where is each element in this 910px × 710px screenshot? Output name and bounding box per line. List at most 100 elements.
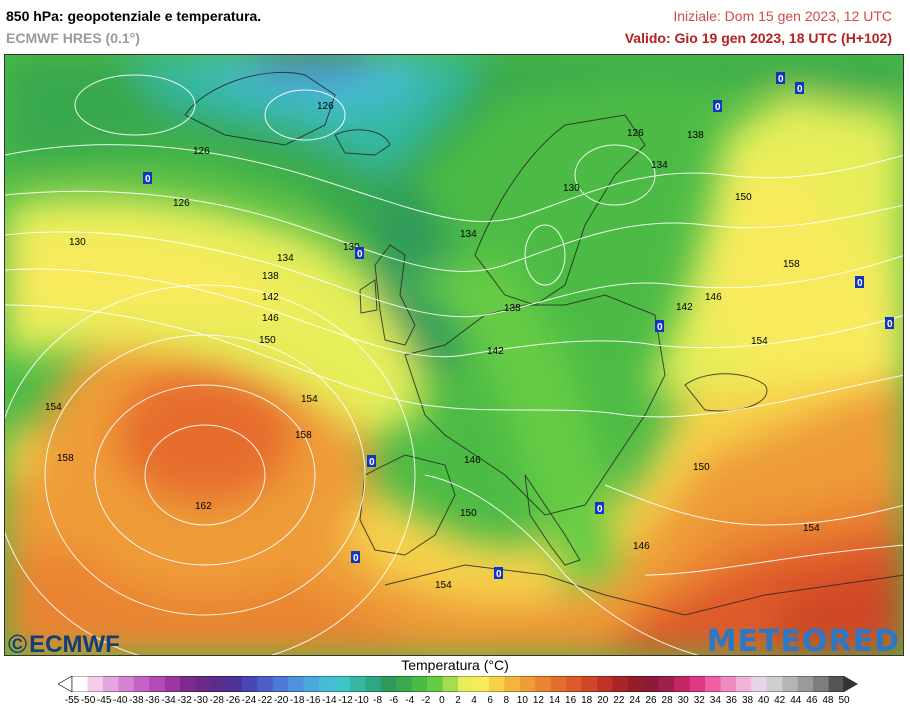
scale-tick-label: -40: [113, 695, 128, 706]
scale-tick-label: -30: [193, 695, 208, 706]
contour-label: 150: [259, 335, 276, 346]
scale-tick-label: 4: [471, 695, 477, 706]
scale-tick-label: 24: [629, 695, 641, 706]
contour-label: 130: [563, 183, 580, 194]
scale-swatch: [643, 676, 660, 692]
contour-label: 150: [735, 192, 752, 203]
zero-marker: 0: [355, 247, 364, 260]
zero-marker: 0: [655, 320, 664, 333]
contour-label: 154: [435, 580, 452, 591]
scale-tick-label: -55: [64, 695, 80, 706]
scale-swatch: [334, 676, 351, 692]
scale-swatch: [118, 676, 135, 692]
initial-time: Iniziale: Dom 15 gen 2023, 12 UTC: [673, 8, 892, 24]
scale-swatch: [272, 676, 289, 692]
contour-label: 154: [803, 523, 820, 534]
ecmwf-logo: © ECMWF: [8, 629, 120, 660]
scale-tick-label: -10: [354, 695, 369, 706]
scale-swatch: [257, 676, 274, 692]
scale-tick-label: -38: [129, 695, 144, 706]
scale-swatch: [149, 676, 166, 692]
svg-text:0: 0: [887, 319, 893, 330]
color-scale-labels: -55 -50 -45 -40 -38 -36 -34 -32 -30 -28 -26 -24 -22-…: [58, 695, 858, 709]
scale-swatch: [581, 676, 598, 692]
scale-swatch: [164, 676, 181, 692]
contour-label: 142: [676, 302, 693, 313]
scale-tick-label: -45: [96, 695, 112, 706]
zero-isotherm-markers: 0 0 0 0 0 0 0 0 0 0 0 0: [143, 72, 894, 580]
zero-marker: 0: [713, 100, 722, 113]
scale-tick-label: -22: [257, 695, 273, 706]
scale-tick-label: -6: [389, 695, 399, 706]
weather-map[interactable]: 126 126 126 126 130 130 130 134 134 134 …: [4, 54, 904, 656]
scale-tick-label: 42: [774, 695, 786, 706]
scale-tick-label: 22: [613, 695, 625, 706]
svg-text:0: 0: [357, 249, 363, 260]
scale-swatch: [550, 676, 567, 692]
scale-swatch: [813, 676, 830, 692]
svg-text:0: 0: [353, 553, 359, 564]
scale-tick-label: 18: [581, 695, 593, 706]
scale-tick-label: 0: [439, 695, 445, 706]
scale-tick-label: 50: [838, 695, 850, 706]
contour-label: 126: [173, 198, 190, 209]
contour-label: 146: [464, 455, 481, 466]
contour-label: 142: [487, 346, 504, 357]
svg-text:0: 0: [715, 102, 721, 113]
zero-marker: 0: [795, 82, 804, 95]
ecmwf-logo-text: ECMWF: [29, 630, 120, 658]
scale-swatch: [612, 676, 629, 692]
contour-label: 126: [317, 101, 334, 112]
scale-swatch: [442, 676, 459, 692]
scale-tick-label: 32: [693, 695, 705, 706]
scale-tick-label: 34: [709, 695, 721, 706]
zero-marker: 0: [367, 455, 376, 468]
scale-tick-label: -50: [80, 695, 96, 706]
contour-label: 146: [705, 292, 722, 303]
scale-tick-label: -34: [161, 695, 176, 706]
zero-marker: 0: [494, 567, 503, 580]
scale-tick-label: -12: [338, 695, 353, 706]
svg-text:0: 0: [496, 569, 502, 580]
scale-tick-label: 30: [677, 695, 689, 706]
scale-swatch: [133, 676, 150, 692]
contour-label: 142: [262, 292, 279, 303]
contour-label: 134: [651, 160, 668, 171]
scale-swatch: [288, 676, 305, 692]
zero-marker: 0: [885, 317, 894, 330]
scale-swatch: [751, 676, 768, 692]
scale-tick-label: -16: [306, 695, 321, 706]
contour-label: 126: [193, 146, 210, 157]
svg-text:0: 0: [657, 322, 663, 333]
scale-tick-label: 16: [565, 695, 577, 706]
scale-swatch: [473, 676, 490, 692]
scale-swatch: [596, 676, 613, 692]
svg-text:0: 0: [857, 278, 863, 289]
scale-tick-label: -32: [177, 695, 192, 706]
scale-swatch: [180, 676, 197, 692]
meteored-logo: METEORED: [706, 624, 900, 659]
map-title: 850 hPa: geopotenziale e temperatura.: [6, 8, 262, 24]
contour-label: 130: [343, 242, 360, 253]
scale-swatch: [72, 676, 88, 692]
contour-label: 138: [687, 130, 704, 141]
model-subtitle: ECMWF HRES (0.1°): [6, 30, 140, 46]
color-scale-bar: [58, 676, 858, 692]
scale-swatch: [488, 676, 505, 692]
scale-swatch: [689, 676, 706, 692]
scale-swatch: [782, 676, 799, 692]
contour-label: 146: [262, 313, 279, 324]
svg-text:0: 0: [797, 84, 803, 95]
scale-tick-label: 44: [790, 695, 802, 706]
scale-tick-label: -2: [421, 695, 431, 706]
svg-text:0: 0: [778, 74, 784, 85]
scale-swatch: [365, 676, 382, 692]
scale-swatch: [396, 676, 413, 692]
scale-tick-label: -24: [241, 695, 257, 706]
scale-tick-label: 40: [758, 695, 770, 706]
zero-marker: 0: [855, 276, 864, 289]
scale-swatch: [102, 676, 119, 692]
scale-tick-label: -20: [273, 695, 289, 706]
zero-marker: 0: [776, 72, 785, 85]
scale-tick-label: 28: [661, 695, 673, 706]
